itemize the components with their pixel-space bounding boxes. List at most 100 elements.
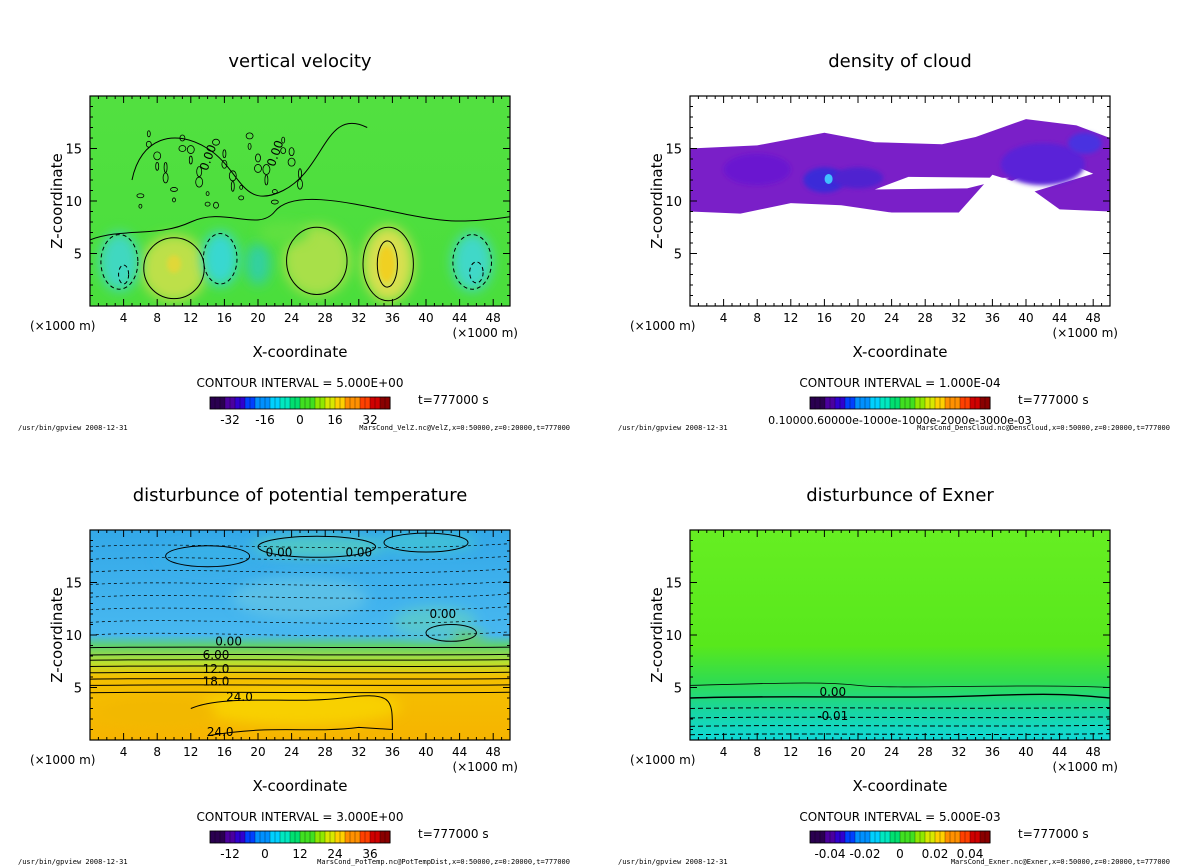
colorbar-bin bbox=[834, 396, 841, 410]
y-axis-title: Z-coordinate bbox=[48, 153, 66, 248]
colorbar-bin bbox=[269, 396, 276, 410]
contour-line bbox=[362, 226, 414, 302]
colorbar-bin bbox=[919, 830, 926, 844]
contour-line-small bbox=[162, 172, 169, 184]
x-tick-label: 40 bbox=[418, 745, 433, 759]
x-unit-label-left: (×1000 m) bbox=[630, 753, 695, 767]
colorbar-bin bbox=[814, 830, 821, 844]
colorbar-bin bbox=[824, 830, 831, 844]
field-0 bbox=[90, 96, 510, 306]
colorbar-bin bbox=[339, 830, 346, 844]
colorbar-bin bbox=[859, 396, 866, 410]
chart-title: vertical velocity bbox=[228, 51, 372, 72]
colorbar-bin bbox=[374, 396, 381, 410]
contour-label: 24.0 bbox=[226, 690, 253, 704]
colorbar-bin bbox=[289, 396, 296, 410]
colorbar-bin bbox=[249, 396, 256, 410]
contour-line-negative bbox=[90, 631, 510, 637]
x-tick-label: 48 bbox=[486, 311, 501, 325]
colorbar-bin bbox=[869, 396, 876, 410]
field-3 bbox=[690, 530, 1110, 740]
contour-label: 0.00 bbox=[266, 545, 293, 559]
colorbar-tick-label: 16 bbox=[327, 413, 342, 427]
contour-line-small bbox=[138, 203, 143, 209]
contour-line-negative bbox=[90, 618, 510, 624]
contour-line-small bbox=[245, 132, 254, 140]
x-tick-label: 48 bbox=[1086, 745, 1101, 759]
contour-line-negative bbox=[690, 733, 1110, 736]
y-axis-title: Z-coordinate bbox=[48, 587, 66, 682]
colorbar-tick-label: 24 bbox=[327, 847, 342, 861]
colorbar-frame bbox=[209, 396, 391, 410]
colorbar-bin bbox=[844, 396, 851, 410]
colorbar-bin bbox=[264, 396, 271, 410]
x-tick-label: 12 bbox=[783, 311, 798, 325]
contour-line-small bbox=[230, 180, 235, 192]
colorbar-bin bbox=[864, 396, 871, 410]
time-label: t=777000 s bbox=[418, 827, 489, 841]
x-tick-label: 12 bbox=[183, 311, 198, 325]
contour-line-small bbox=[271, 189, 278, 194]
colorbar-bin bbox=[819, 830, 826, 844]
colorbar-bin bbox=[264, 830, 271, 844]
colorbar-bin bbox=[374, 830, 381, 844]
contour-line bbox=[425, 624, 477, 642]
colorbar-bin bbox=[964, 396, 971, 410]
colorbar-bin bbox=[209, 830, 216, 844]
x-unit-label-right: (×1000 m) bbox=[453, 760, 518, 774]
colorbar-tick-label: 0 bbox=[896, 847, 904, 861]
x-tick-label: 44 bbox=[1052, 745, 1067, 759]
colorbar-bin bbox=[314, 830, 321, 844]
colorbar-bin bbox=[214, 396, 221, 410]
contour-line-negative bbox=[90, 568, 510, 574]
colorbar-bin bbox=[979, 830, 986, 844]
colorbar-tick-label: 0.04 bbox=[957, 847, 984, 861]
colorbar-bin bbox=[319, 830, 326, 844]
contour-line-negative bbox=[90, 593, 510, 599]
x-tick-label: 28 bbox=[318, 745, 333, 759]
colorbar-bin bbox=[254, 830, 261, 844]
colorbar-tick-label: -16 bbox=[255, 413, 275, 427]
time-label: t=777000 s bbox=[1018, 827, 1089, 841]
y-tick-label: 10 bbox=[665, 195, 682, 210]
contour-line-negative bbox=[90, 555, 510, 561]
field-anomaly bbox=[201, 231, 239, 287]
time-label: t=777000 s bbox=[1018, 393, 1089, 407]
x-tick-label: 48 bbox=[486, 745, 501, 759]
colorbar-bin bbox=[284, 830, 291, 844]
contour-line-small bbox=[255, 153, 261, 163]
x-tick-label: 16 bbox=[217, 311, 232, 325]
x-tick-label: 8 bbox=[153, 745, 161, 759]
colorbar-bin bbox=[969, 396, 976, 410]
x-tick-label: 20 bbox=[250, 745, 265, 759]
colorbar-tick-label: -0.04 bbox=[814, 847, 845, 861]
contour-line-small bbox=[195, 176, 204, 188]
contour-interval: CONTOUR INTERVAL = 5.000E-03 bbox=[799, 810, 1000, 824]
x-tick-label: 4 bbox=[120, 311, 128, 325]
colorbar-bin bbox=[314, 396, 321, 410]
contour-line-small bbox=[238, 195, 245, 201]
colorbar-bin bbox=[834, 830, 841, 844]
x-unit-label-right: (×1000 m) bbox=[1053, 760, 1118, 774]
y-tick-label: 5 bbox=[674, 248, 682, 263]
contour-line bbox=[90, 671, 510, 674]
colorbar-bin bbox=[309, 830, 316, 844]
contour-line-small bbox=[172, 197, 176, 203]
footer-right: MarsCond_PotTemp.nc@PotTempDist,x=0:5000… bbox=[317, 858, 570, 866]
colorbar-bin bbox=[239, 396, 246, 410]
colorbar-bin bbox=[239, 830, 246, 844]
colorbar-bin bbox=[884, 830, 891, 844]
contour-label: 0.00 bbox=[819, 685, 846, 699]
colorbar-bin bbox=[979, 396, 986, 410]
colorbar-bin bbox=[919, 396, 926, 410]
x-tick-label: 20 bbox=[850, 311, 865, 325]
chart-title: density of cloud bbox=[828, 51, 972, 72]
colorbar-bin bbox=[959, 396, 966, 410]
field-anomaly bbox=[232, 577, 368, 620]
contour-line-negative bbox=[202, 233, 238, 285]
contour-line-small bbox=[153, 151, 162, 161]
y-tick-label: 10 bbox=[65, 629, 82, 644]
y-tick-label: 15 bbox=[65, 143, 82, 158]
chart-title: disturbunce of Exner bbox=[806, 485, 994, 506]
